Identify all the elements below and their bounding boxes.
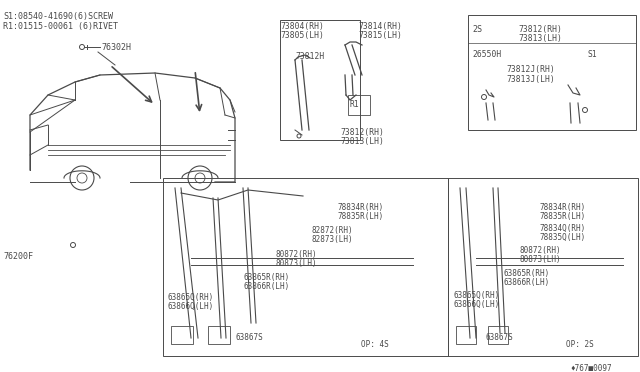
Text: 82872(RH): 82872(RH) [311,226,353,235]
Text: R1: R1 [350,100,360,109]
Text: 78834R(RH): 78834R(RH) [338,203,384,212]
Text: 2S: 2S [472,25,482,34]
Text: 63867S: 63867S [235,333,263,342]
Text: 78835Q(LH): 78835Q(LH) [540,233,586,242]
Text: OP: 4S: OP: 4S [361,340,388,349]
Text: 73812J(RH): 73812J(RH) [506,65,555,74]
Text: 73813J(LH): 73813J(LH) [506,75,555,84]
Text: 78834Q(RH): 78834Q(RH) [540,224,586,233]
Text: 26550H: 26550H [472,50,501,59]
Bar [348,95,370,115]
Text: 73815(LH): 73815(LH) [358,31,402,40]
Text: 63865Q(RH): 63865Q(RH) [168,293,214,302]
Bar [171,326,193,344]
Bar [448,178,638,356]
Bar [456,326,476,344]
Text: 76302H: 76302H [101,43,131,52]
Text: 73805(LH): 73805(LH) [280,31,324,40]
Text: 63865R(RH): 63865R(RH) [243,273,289,282]
Text: 73804(RH): 73804(RH) [280,22,324,31]
Text: 73813(LH): 73813(LH) [340,137,384,146]
Text: 80872(RH): 80872(RH) [520,246,562,255]
Text: OP: 2S: OP: 2S [566,340,594,349]
Bar [488,326,508,344]
Text: 63867S: 63867S [486,333,514,342]
Text: 80873(LH): 80873(LH) [275,259,317,268]
Text: 73812(RH): 73812(RH) [340,128,384,137]
Text: 63866R(LH): 63866R(LH) [243,282,289,291]
Text: 78835R(LH): 78835R(LH) [338,212,384,221]
Text: 63865Q(RH): 63865Q(RH) [453,291,499,300]
Text: 73813(LH): 73813(LH) [518,34,562,43]
Text: 78835R(LH): 78835R(LH) [540,212,586,221]
Text: 63865R(RH): 63865R(RH) [503,269,549,278]
Text: 63866Q(LH): 63866Q(LH) [453,300,499,309]
Text: 63866R(LH): 63866R(LH) [503,278,549,287]
Text: 76200F: 76200F [3,252,33,261]
Text: 80872(RH): 80872(RH) [275,250,317,259]
Text: 80873(LH): 80873(LH) [520,255,562,264]
Text: S1:08540-41690(6)SCREW: S1:08540-41690(6)SCREW [3,12,113,21]
Text: 73812(RH): 73812(RH) [518,25,562,34]
Text: S1: S1 [588,50,598,59]
Text: 82873(LH): 82873(LH) [311,235,353,244]
Text: 73812H: 73812H [295,52,324,61]
Bar [280,20,360,140]
Text: 78834R(RH): 78834R(RH) [540,203,586,212]
Text: R1:01515-00061 (6)RIVET: R1:01515-00061 (6)RIVET [3,22,118,31]
Bar [208,326,230,344]
Text: 63866Q(LH): 63866Q(LH) [168,302,214,311]
Bar [468,15,636,130]
Text: ♦767■0097: ♦767■0097 [570,364,612,372]
Bar [163,178,448,356]
Text: 73814(RH): 73814(RH) [358,22,402,31]
